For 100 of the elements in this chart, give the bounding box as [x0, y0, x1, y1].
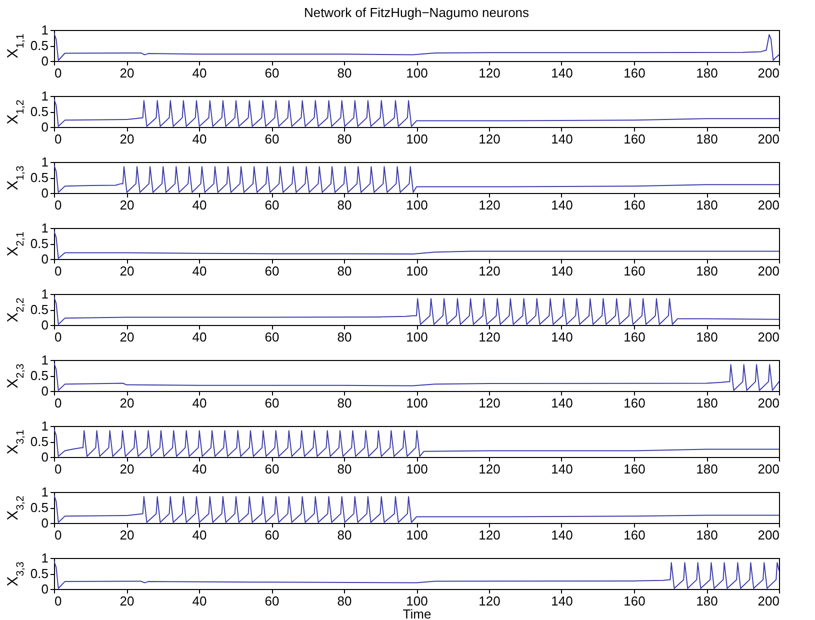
- x-tick-label: 100: [406, 66, 428, 80]
- x-tick-label: 160: [624, 132, 646, 146]
- x-tick-label: 40: [192, 132, 207, 146]
- x-tick-label: 200: [758, 330, 780, 344]
- x-tick-label: 120: [478, 198, 500, 212]
- y-tick-label: 0: [41, 54, 48, 68]
- x-tick-label: 200: [758, 396, 780, 410]
- x-tick-label: 20: [120, 198, 134, 212]
- x-tick-label: 0: [54, 198, 62, 212]
- y-tick-label: 0: [41, 252, 48, 266]
- x-tick-label: 140: [551, 594, 573, 608]
- line-series: [54, 230, 779, 259]
- x-tick-label: 180: [696, 396, 718, 410]
- x-tick-label: 140: [551, 66, 573, 80]
- x-tick-label: 80: [337, 132, 352, 146]
- x-tick-label: 60: [264, 396, 280, 410]
- x-tick-label: 0: [54, 396, 62, 410]
- x-tick-label: 80: [337, 594, 352, 608]
- x-tick-label: 60: [264, 528, 280, 542]
- y-tick-label: 0.5: [30, 104, 48, 119]
- y-tick-label: 1: [41, 154, 48, 170]
- x-tick-label: 120: [478, 528, 500, 542]
- x-tick-label: 160: [624, 396, 646, 410]
- x-tick-label: 20: [120, 396, 134, 410]
- x-tick-label: 0: [54, 132, 62, 146]
- y-tick-label: 1: [41, 22, 48, 38]
- x-tick-label: 160: [624, 198, 646, 212]
- x-tick-label: 140: [551, 132, 573, 146]
- x-tick-label: 160: [624, 528, 646, 542]
- y-tick-label: 0.5: [30, 434, 48, 449]
- x-tick-label: 60: [264, 66, 280, 80]
- x-tick-label: 120: [478, 66, 500, 80]
- x-tick-label: 200: [758, 462, 780, 476]
- x-tick-label: 0: [54, 330, 62, 344]
- y-tick-label: 0: [41, 384, 48, 398]
- x-tick-label: 180: [696, 594, 718, 608]
- x-tick-label: 20: [120, 264, 134, 278]
- x-tick-label: 0: [54, 462, 62, 476]
- x-tick-label: 20: [120, 66, 134, 80]
- x-tick-label: 80: [337, 66, 352, 80]
- y-tick-label: 1: [41, 88, 48, 104]
- x-tick-label: 140: [551, 198, 573, 212]
- x-tick-label: 140: [551, 330, 573, 344]
- y-tick-label: 0: [41, 582, 48, 596]
- line-series: [54, 296, 779, 325]
- y-tick-label: 1: [41, 550, 48, 566]
- x-tick-label: 160: [624, 594, 646, 608]
- x-tick-label: 180: [696, 264, 718, 278]
- x-tick-label: 180: [696, 198, 718, 212]
- x-tick-label: 100: [406, 594, 428, 608]
- x-tick-label: 120: [478, 132, 500, 146]
- y-tick-label: 1: [41, 286, 48, 302]
- y-tick-label: 0: [41, 450, 48, 464]
- x-axis-title: Time: [402, 606, 432, 620]
- y-tick-label: 1: [41, 352, 48, 368]
- x-tick-label: 20: [120, 330, 134, 344]
- x-tick-label: 80: [337, 198, 352, 212]
- x-tick-label: 60: [264, 330, 280, 344]
- x-tick-label: 200: [758, 594, 780, 608]
- x-tick-label: 40: [192, 462, 207, 476]
- x-tick-label: 160: [624, 462, 646, 476]
- x-tick-label: 180: [696, 462, 718, 476]
- x-tick-label: 20: [120, 132, 134, 146]
- x-tick-label: 0: [54, 66, 62, 80]
- line-series: [54, 494, 779, 523]
- x-tick-label: 40: [192, 66, 207, 80]
- x-tick-label: 160: [624, 66, 646, 80]
- x-tick-label: 0: [54, 528, 62, 542]
- x-tick-label: 20: [120, 528, 134, 542]
- x-tick-label: 60: [264, 462, 280, 476]
- y-tick-label: 1: [41, 484, 48, 500]
- x-tick-label: 200: [758, 66, 780, 80]
- x-tick-label: 100: [406, 528, 428, 542]
- x-tick-label: 60: [264, 132, 280, 146]
- x-tick-label: 140: [551, 462, 573, 476]
- x-tick-label: 120: [478, 330, 500, 344]
- x-tick-label: 0: [54, 264, 62, 278]
- y-tick-label: 0: [41, 186, 48, 200]
- x-tick-label: 40: [192, 198, 207, 212]
- y-tick-label: 0: [41, 120, 48, 134]
- x-tick-label: 80: [337, 396, 352, 410]
- x-tick-label: 100: [406, 396, 428, 410]
- x-tick-label: 40: [192, 594, 207, 608]
- x-tick-label: 100: [406, 132, 428, 146]
- line-series: [54, 98, 779, 127]
- x-tick-label: 200: [758, 264, 780, 278]
- line-series: [54, 362, 779, 391]
- y-tick-label: 0: [41, 318, 48, 332]
- x-tick-label: 40: [192, 528, 207, 542]
- x-tick-label: 180: [696, 330, 718, 344]
- x-tick-label: 120: [478, 594, 500, 608]
- x-tick-label: 200: [758, 132, 780, 146]
- y-tick-label: 0.5: [30, 170, 48, 185]
- line-series: [54, 32, 779, 61]
- y-tick-label: 1: [41, 220, 48, 236]
- y-tick-label: 0: [41, 516, 48, 530]
- y-tick-label: 0.5: [30, 38, 48, 53]
- x-tick-label: 80: [337, 330, 352, 344]
- x-tick-label: 60: [264, 594, 280, 608]
- line-series: [54, 560, 779, 589]
